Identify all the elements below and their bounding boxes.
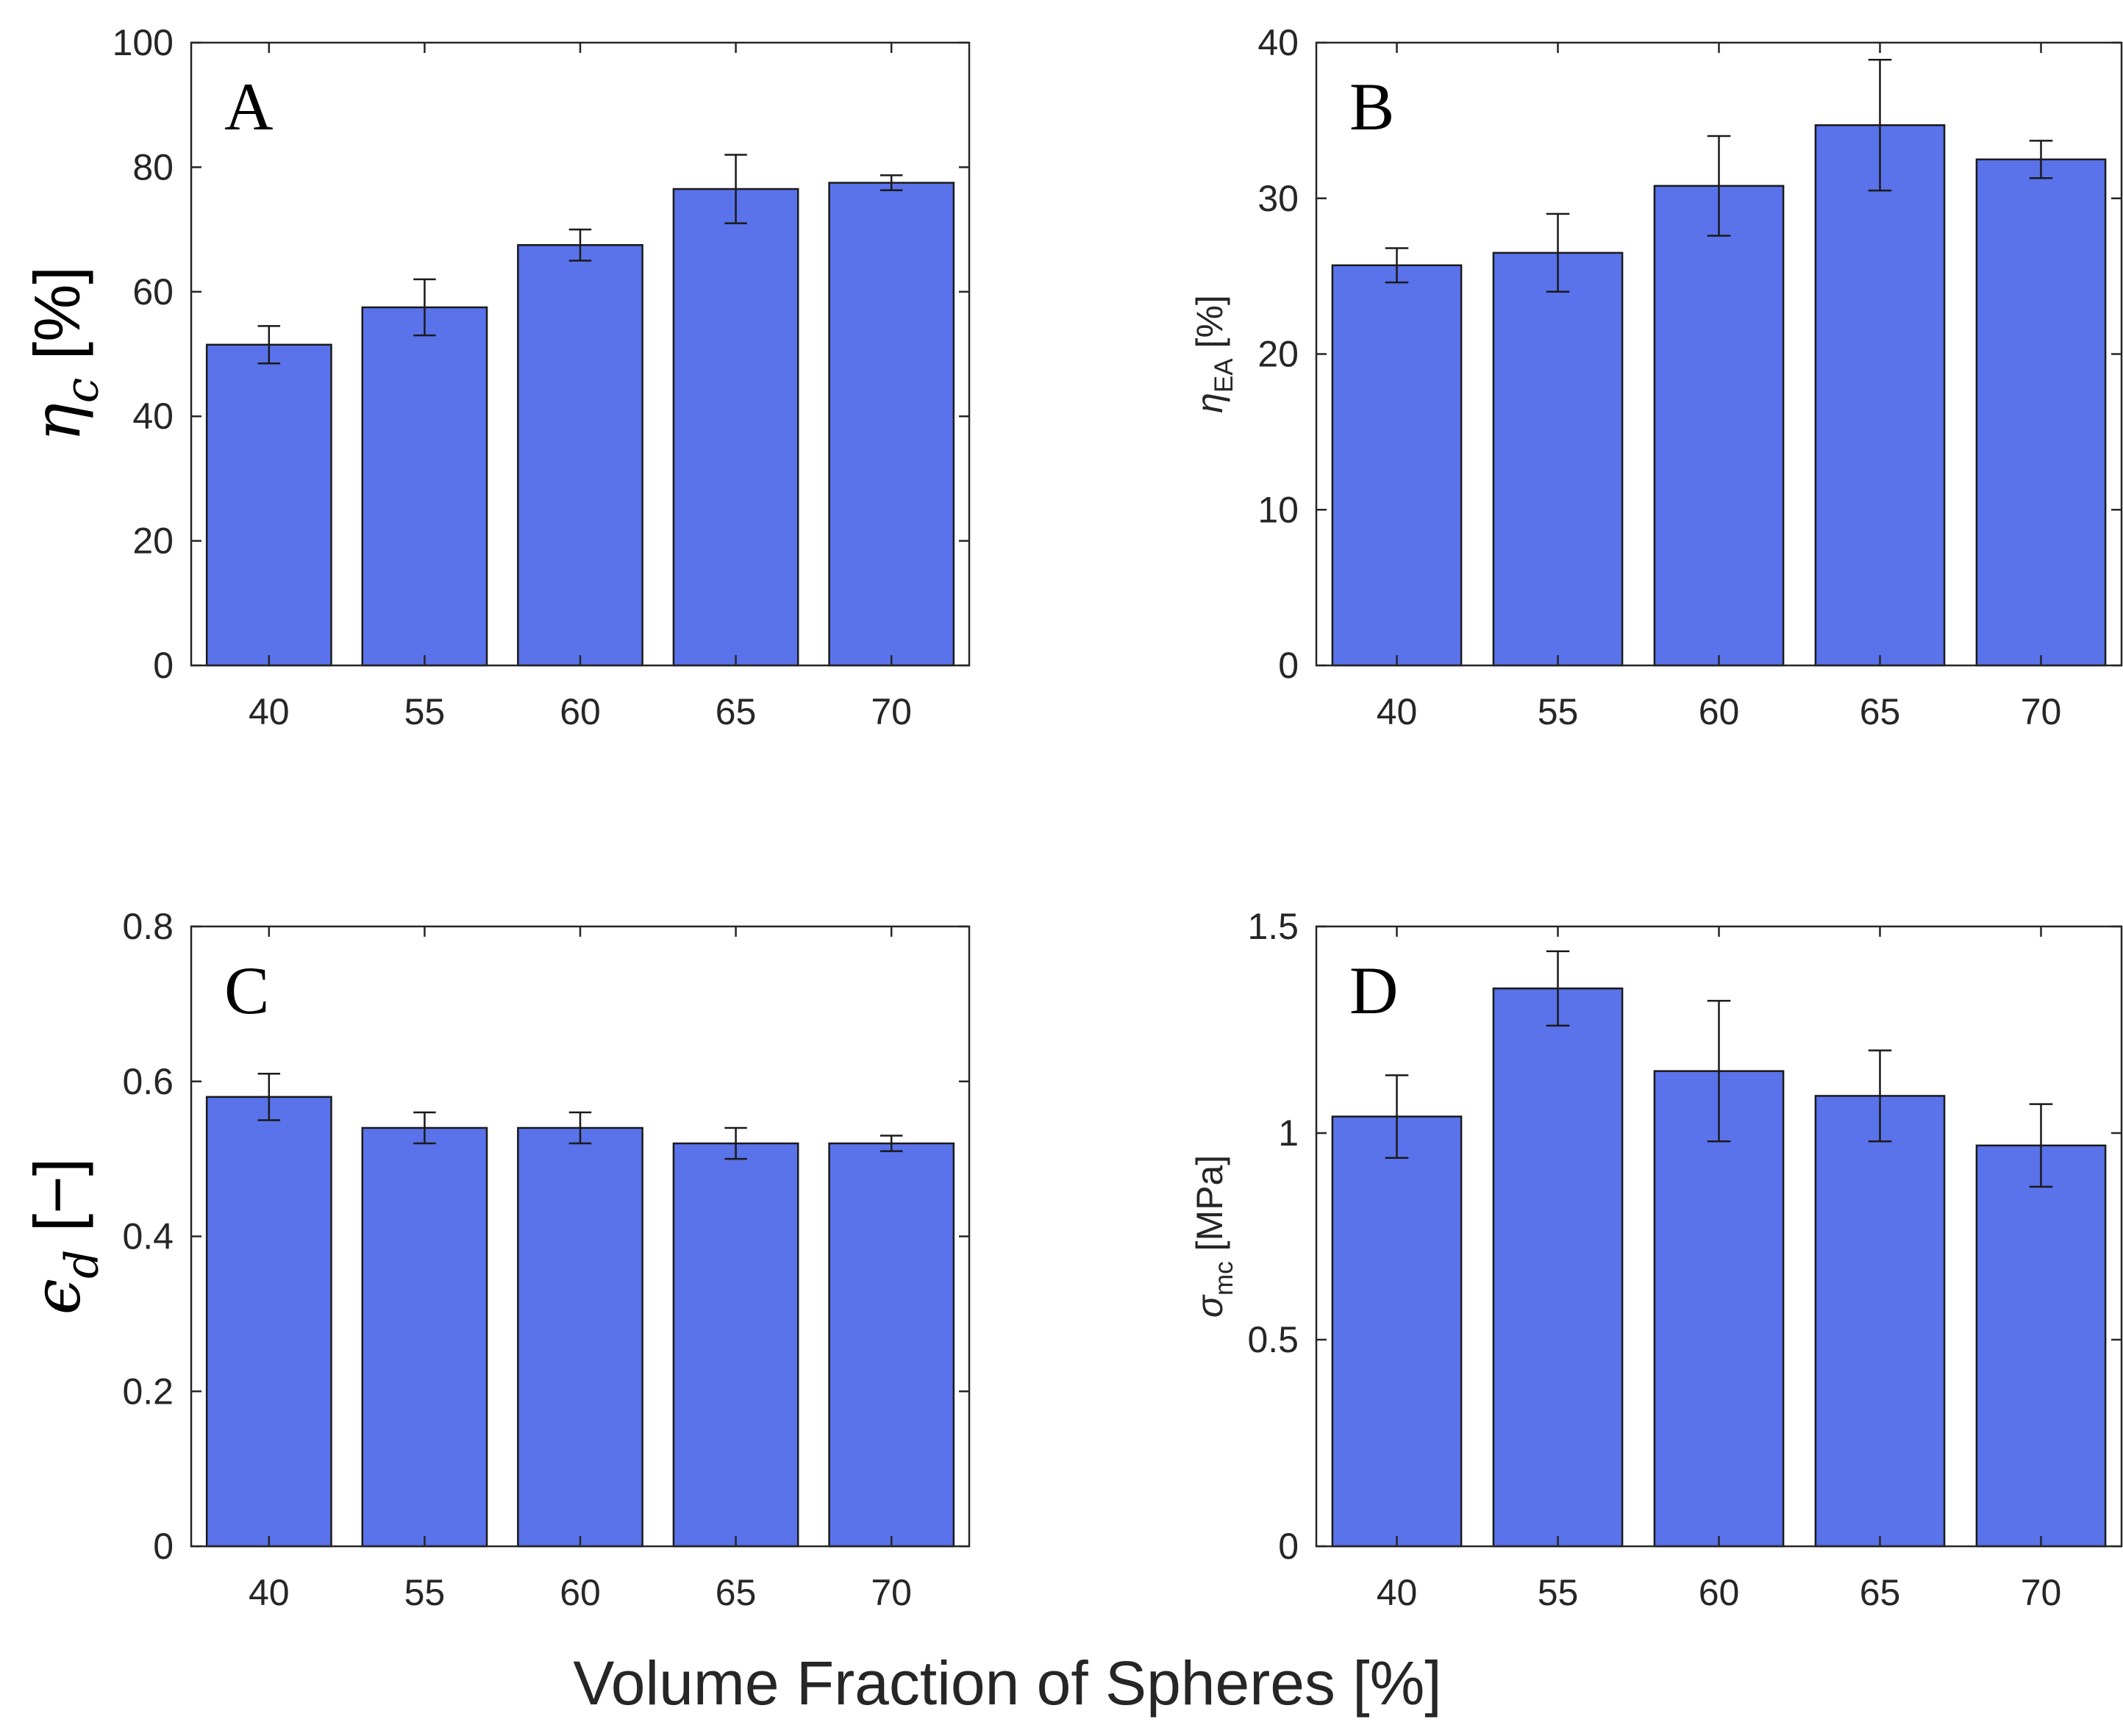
y-axis-label: ηEA [%]	[1189, 295, 1238, 413]
x-tick-label: 70	[2021, 691, 2062, 732]
y-tick-label: 0.5	[1247, 1319, 1299, 1360]
x-tick-label: 65	[716, 1572, 757, 1613]
y-tick-label: 30	[1257, 178, 1299, 219]
bar	[517, 1126, 643, 1548]
x-tick-label: 40	[249, 691, 290, 732]
bar	[1814, 124, 1946, 667]
panel-a: 40 55 60 65 70 0 20 40 60 80 100 Aηc [%]	[19, 22, 971, 732]
bar	[1492, 251, 1624, 667]
y-label-unit: [%]	[21, 266, 93, 378]
y-label-unit: [MPa]	[1189, 1155, 1230, 1261]
x-tick-label: 70	[871, 1572, 912, 1613]
y-tick-label: 40	[1257, 22, 1299, 63]
panel-c: 40 55 60 65 70 0 0.2 0.4 0.6 0.8 Cϵd [−]	[19, 906, 971, 1613]
bar	[1975, 158, 2107, 667]
y-label-subscript: d	[56, 1250, 109, 1279]
x-tick-label: 55	[1538, 691, 1579, 732]
y-tick-label: 0	[153, 1526, 174, 1567]
y-tick-label: 20	[132, 521, 174, 562]
y-label-subscript: mc	[1210, 1261, 1238, 1296]
bar	[672, 187, 799, 667]
y-label-subscript: EA	[1210, 358, 1238, 393]
y-label-unit: [−]	[21, 1158, 93, 1250]
y-tick-label: 0.6	[122, 1061, 174, 1102]
panel-letter: D	[1349, 953, 1398, 1028]
y-label-symbol: σ	[1189, 1294, 1230, 1318]
bar	[1814, 1095, 1946, 1548]
x-tick-label: 70	[871, 691, 912, 732]
bar	[1492, 987, 1624, 1548]
bar	[1331, 264, 1463, 667]
y-tick-label: 0	[1278, 645, 1299, 686]
y-label-unit: [%]	[1189, 295, 1230, 358]
y-axis-label: ηc [%]	[19, 266, 109, 442]
x-tick-label: 70	[2021, 1572, 2062, 1613]
y-tick-label: 0.4	[122, 1216, 174, 1257]
panel-letter: B	[1349, 69, 1394, 144]
y-axis-label: σmc [MPa]	[1189, 1155, 1238, 1318]
x-tick-label: 65	[716, 691, 757, 732]
bar	[1653, 1070, 1785, 1548]
axes-frame	[1315, 925, 2123, 1548]
panel-letter: C	[224, 953, 269, 1028]
bar	[1653, 185, 1785, 667]
axes-frame	[190, 41, 971, 667]
y-label-subscript: c	[56, 378, 109, 404]
bar	[517, 244, 643, 667]
x-tick-label: 65	[1860, 1572, 1901, 1613]
y-axis-label: ϵd [−]	[19, 1158, 109, 1315]
bar	[205, 1096, 332, 1548]
x-tick-label: 40	[1377, 1572, 1418, 1613]
y-label-symbol: η	[1189, 393, 1230, 413]
bar	[672, 1142, 799, 1548]
y-tick-label: 100	[113, 22, 174, 63]
y-label-symbol: ϵ	[19, 1279, 95, 1315]
y-tick-label: 0.2	[122, 1371, 174, 1412]
x-tick-label: 55	[404, 691, 446, 732]
y-tick-label: 40	[132, 396, 174, 437]
y-tick-label: 0	[1278, 1526, 1299, 1567]
panel-letter: A	[224, 69, 273, 144]
figure-xlabel: Volume Fraction of Spheres [%]	[573, 1649, 1441, 1718]
y-tick-label: 10	[1257, 489, 1299, 530]
axes-frame	[1315, 41, 2123, 667]
x-tick-label: 60	[1699, 691, 1740, 732]
x-tick-label: 40	[249, 1572, 290, 1613]
x-tick-label: 65	[1860, 691, 1901, 732]
y-label-symbol: η	[19, 403, 95, 442]
y-tick-label: 0.8	[122, 906, 174, 947]
bar	[361, 306, 488, 667]
bar	[1331, 1115, 1463, 1548]
x-tick-label: 60	[560, 691, 601, 732]
bar	[205, 343, 332, 667]
y-tick-label: 1	[1278, 1112, 1299, 1154]
bar	[828, 182, 955, 667]
y-tick-label: 1.5	[1247, 906, 1299, 947]
y-tick-label: 80	[132, 146, 174, 187]
axes-frame	[190, 925, 971, 1548]
y-tick-label: 0	[153, 645, 174, 686]
bar	[828, 1142, 955, 1548]
y-tick-label: 60	[132, 271, 174, 312]
x-tick-label: 60	[1699, 1572, 1740, 1613]
x-tick-label: 55	[1538, 1572, 1579, 1613]
bar	[361, 1126, 488, 1548]
x-tick-label: 40	[1377, 691, 1418, 732]
bar	[1975, 1144, 2107, 1548]
x-tick-label: 60	[560, 1572, 601, 1613]
x-tick-label: 55	[404, 1572, 446, 1613]
y-tick-label: 20	[1257, 334, 1299, 375]
